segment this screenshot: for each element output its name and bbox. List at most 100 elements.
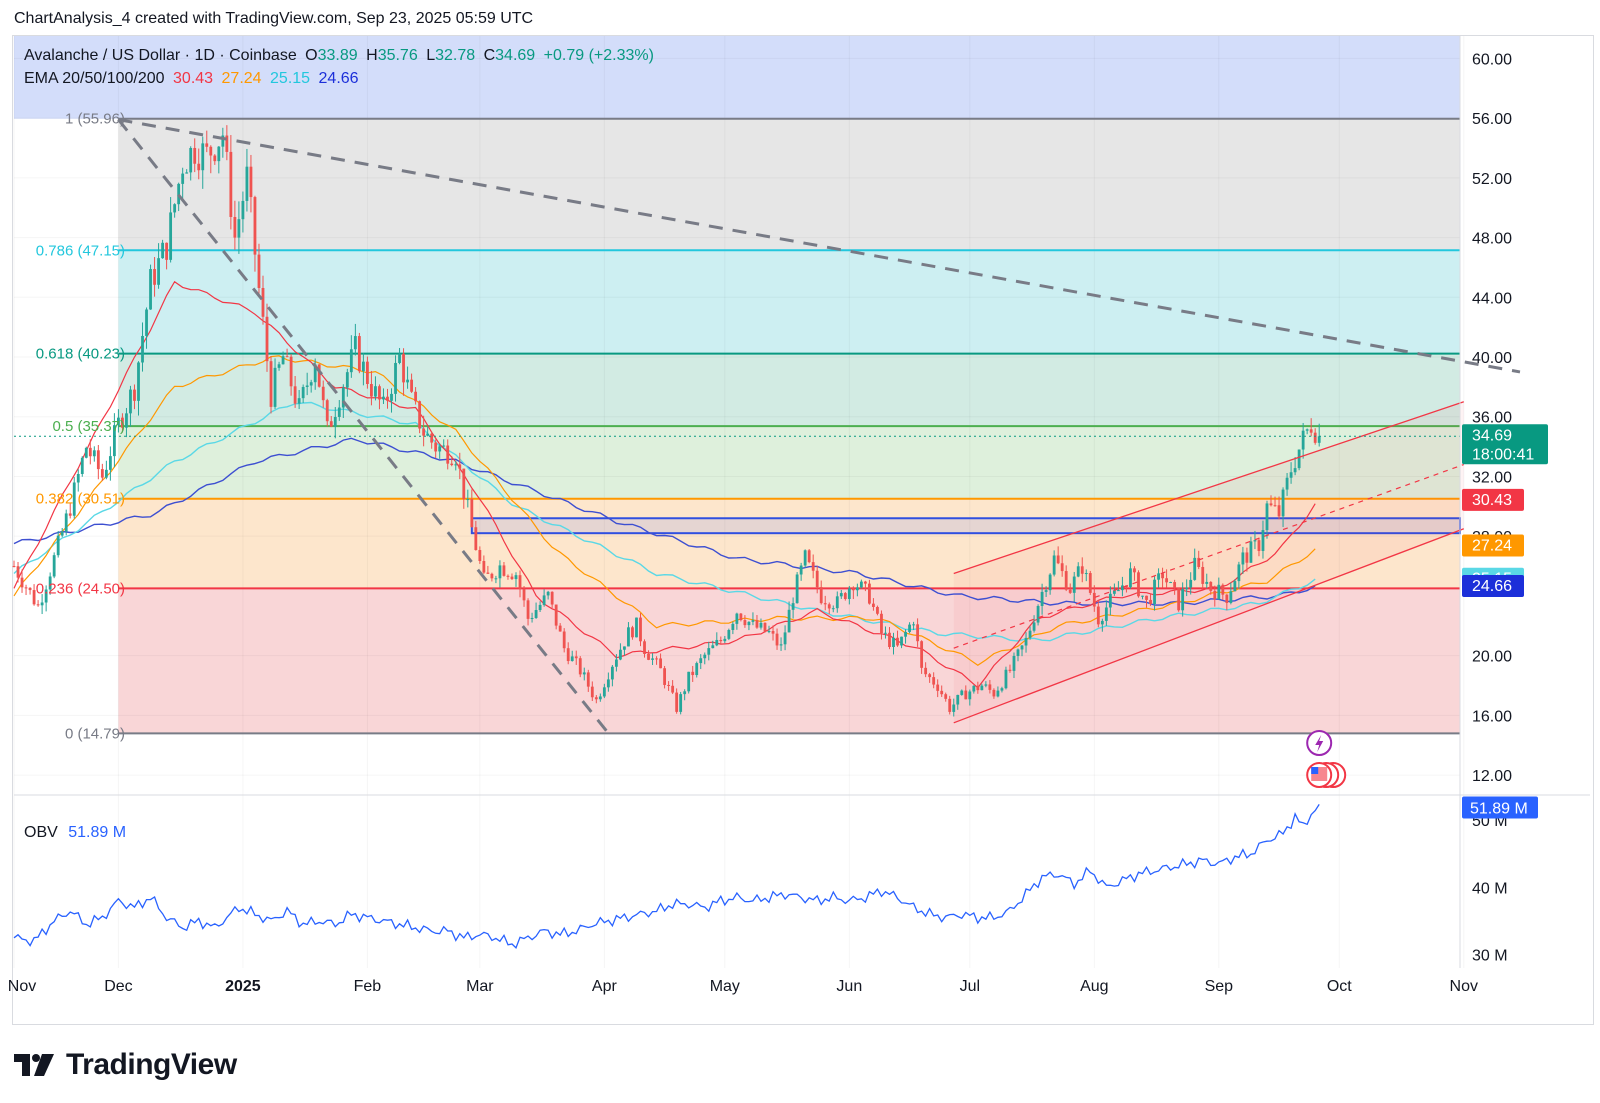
candle-body xyxy=(795,574,799,604)
candle-body xyxy=(313,364,317,383)
candle-body xyxy=(374,386,377,397)
candle-body xyxy=(1209,581,1213,591)
candle-body xyxy=(703,654,707,659)
candle xyxy=(972,685,976,694)
candle xyxy=(819,580,823,605)
price-badge-ema200[interactable]: 24.66 xyxy=(1462,575,1524,598)
candle xyxy=(723,635,727,644)
candle xyxy=(213,154,217,165)
candle xyxy=(490,572,494,582)
candle-body xyxy=(149,269,152,310)
candle xyxy=(843,592,847,601)
candle xyxy=(952,698,956,717)
candle xyxy=(398,347,401,365)
candle-body xyxy=(370,383,373,397)
open-label: O xyxy=(305,47,318,64)
candle xyxy=(1004,666,1008,690)
candle xyxy=(68,503,72,519)
y-tick-label: 40.00 xyxy=(1472,350,1512,367)
candle xyxy=(1305,428,1309,435)
candle xyxy=(631,625,634,640)
candle xyxy=(1161,567,1164,588)
candle-body xyxy=(570,656,574,662)
candle xyxy=(928,672,932,683)
candle-body xyxy=(398,353,401,363)
candle-body xyxy=(24,587,28,589)
candle xyxy=(799,562,803,581)
candle-body xyxy=(562,631,566,649)
candle xyxy=(1020,645,1024,657)
candle-body xyxy=(418,401,422,429)
price-badge-ema20[interactable]: 30.43 xyxy=(1462,488,1524,511)
candle xyxy=(699,654,703,670)
candle-body xyxy=(1273,505,1277,507)
candle xyxy=(767,625,771,634)
price-badge-ema50[interactable]: 27.24 xyxy=(1462,534,1524,557)
low-value: 32.78 xyxy=(435,47,476,64)
obv-legend[interactable]: OBV 51.89 M xyxy=(24,824,126,842)
candle xyxy=(996,686,1000,698)
candle-body xyxy=(386,396,389,401)
candle-body xyxy=(225,135,229,152)
candle xyxy=(763,622,767,633)
candle-body xyxy=(783,632,787,645)
candle-body xyxy=(341,387,345,408)
candle xyxy=(1165,569,1168,588)
candle-body xyxy=(253,197,257,255)
candle xyxy=(410,373,413,393)
candle xyxy=(229,135,233,230)
candle-body xyxy=(1133,568,1136,573)
candle xyxy=(1000,686,1004,693)
candle xyxy=(578,656,582,678)
fib-zone-0 xyxy=(14,36,1460,119)
candle xyxy=(671,680,675,695)
candle xyxy=(1285,472,1289,496)
candle-body xyxy=(161,242,164,259)
candle-body xyxy=(904,631,907,637)
candle-body xyxy=(317,364,321,387)
candle-body xyxy=(1297,449,1301,469)
candle xyxy=(574,650,578,665)
price-badge-last-price[interactable]: 34.69 18:00:41 xyxy=(1462,424,1548,465)
candle xyxy=(1281,487,1285,527)
symbol-legend[interactable]: Avalanche / US Dollar · 1D · Coinbase O3… xyxy=(24,47,658,65)
high-value: 35.76 xyxy=(377,47,418,64)
candle-body xyxy=(297,398,301,404)
candle xyxy=(100,463,104,481)
candle xyxy=(281,351,285,365)
x-tick-label: Jun xyxy=(836,978,862,995)
candle-body xyxy=(1141,595,1144,597)
candle-body xyxy=(394,362,397,394)
candle-body xyxy=(956,694,960,705)
candle xyxy=(414,387,418,405)
candle-body xyxy=(490,573,494,579)
candle xyxy=(936,679,940,698)
y-tick-label: 60.00 xyxy=(1472,51,1512,68)
candle-body xyxy=(695,663,699,676)
candle-body xyxy=(574,656,578,659)
candle-body xyxy=(1080,566,1084,574)
candle xyxy=(554,604,558,630)
tradingview-logo[interactable]: TradingView xyxy=(14,1048,237,1082)
price-badge-text: 27.24 xyxy=(1472,538,1512,555)
candle-body xyxy=(269,361,273,407)
candle-body xyxy=(538,604,542,611)
candle-body xyxy=(32,590,36,605)
x-tick-label: Oct xyxy=(1327,978,1352,995)
candle xyxy=(506,574,510,580)
candle-body xyxy=(285,356,289,358)
candle-body xyxy=(747,621,751,626)
candle xyxy=(261,275,265,325)
candle xyxy=(1261,520,1265,559)
candle xyxy=(851,586,855,600)
candle-body xyxy=(1317,436,1321,443)
candle-body xyxy=(514,575,518,580)
ema-legend[interactable]: EMA 20/50/100/200 30.43 27.24 25.15 24.6… xyxy=(24,70,363,88)
candle-body xyxy=(36,604,40,606)
candle-body xyxy=(996,690,1000,697)
candle-body xyxy=(859,581,863,588)
candle-body xyxy=(719,639,723,642)
candle xyxy=(386,388,389,409)
candle-body xyxy=(1229,591,1233,603)
